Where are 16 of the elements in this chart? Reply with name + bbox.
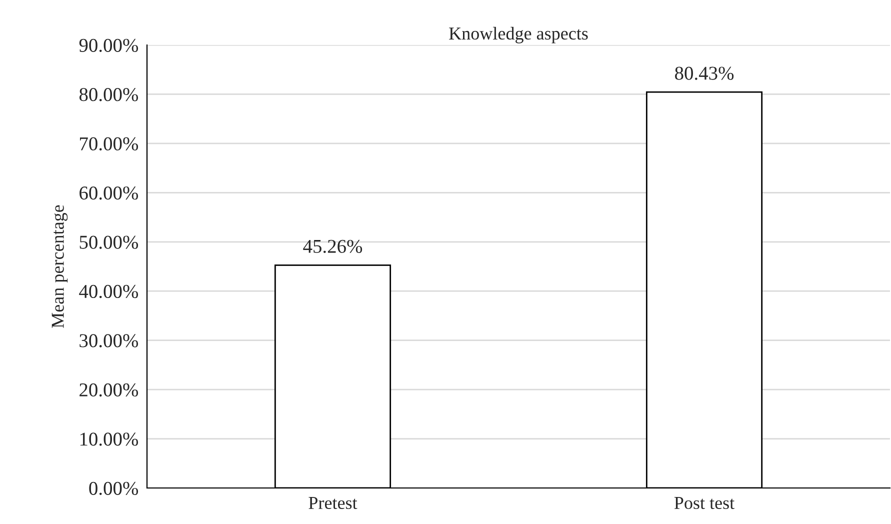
y-tick-label: 40.00% <box>79 284 138 298</box>
data-label: 45.26% <box>303 240 362 254</box>
y-tick-label: 60.00% <box>80 186 138 200</box>
y-axis-title: Mean percentage <box>52 205 68 328</box>
y-tick-label: 90.00% <box>79 38 138 52</box>
x-tick-label: Post test <box>674 497 734 510</box>
chart-title: Knowledge aspects <box>449 26 588 44</box>
y-tick-label: 20.00% <box>80 383 138 397</box>
y-tick-label: 70.00% <box>80 137 138 150</box>
y-tick-label: 10.00% <box>80 432 138 446</box>
y-tick-label: 0.00% <box>89 482 138 496</box>
data-label: 80.43% <box>675 66 734 80</box>
y-tick-label: 30.00% <box>80 334 138 348</box>
y-tick-label: 80.00% <box>79 88 138 102</box>
y-tick-label: 50.00% <box>80 236 138 249</box>
x-tick-label: Pretest <box>308 497 358 510</box>
